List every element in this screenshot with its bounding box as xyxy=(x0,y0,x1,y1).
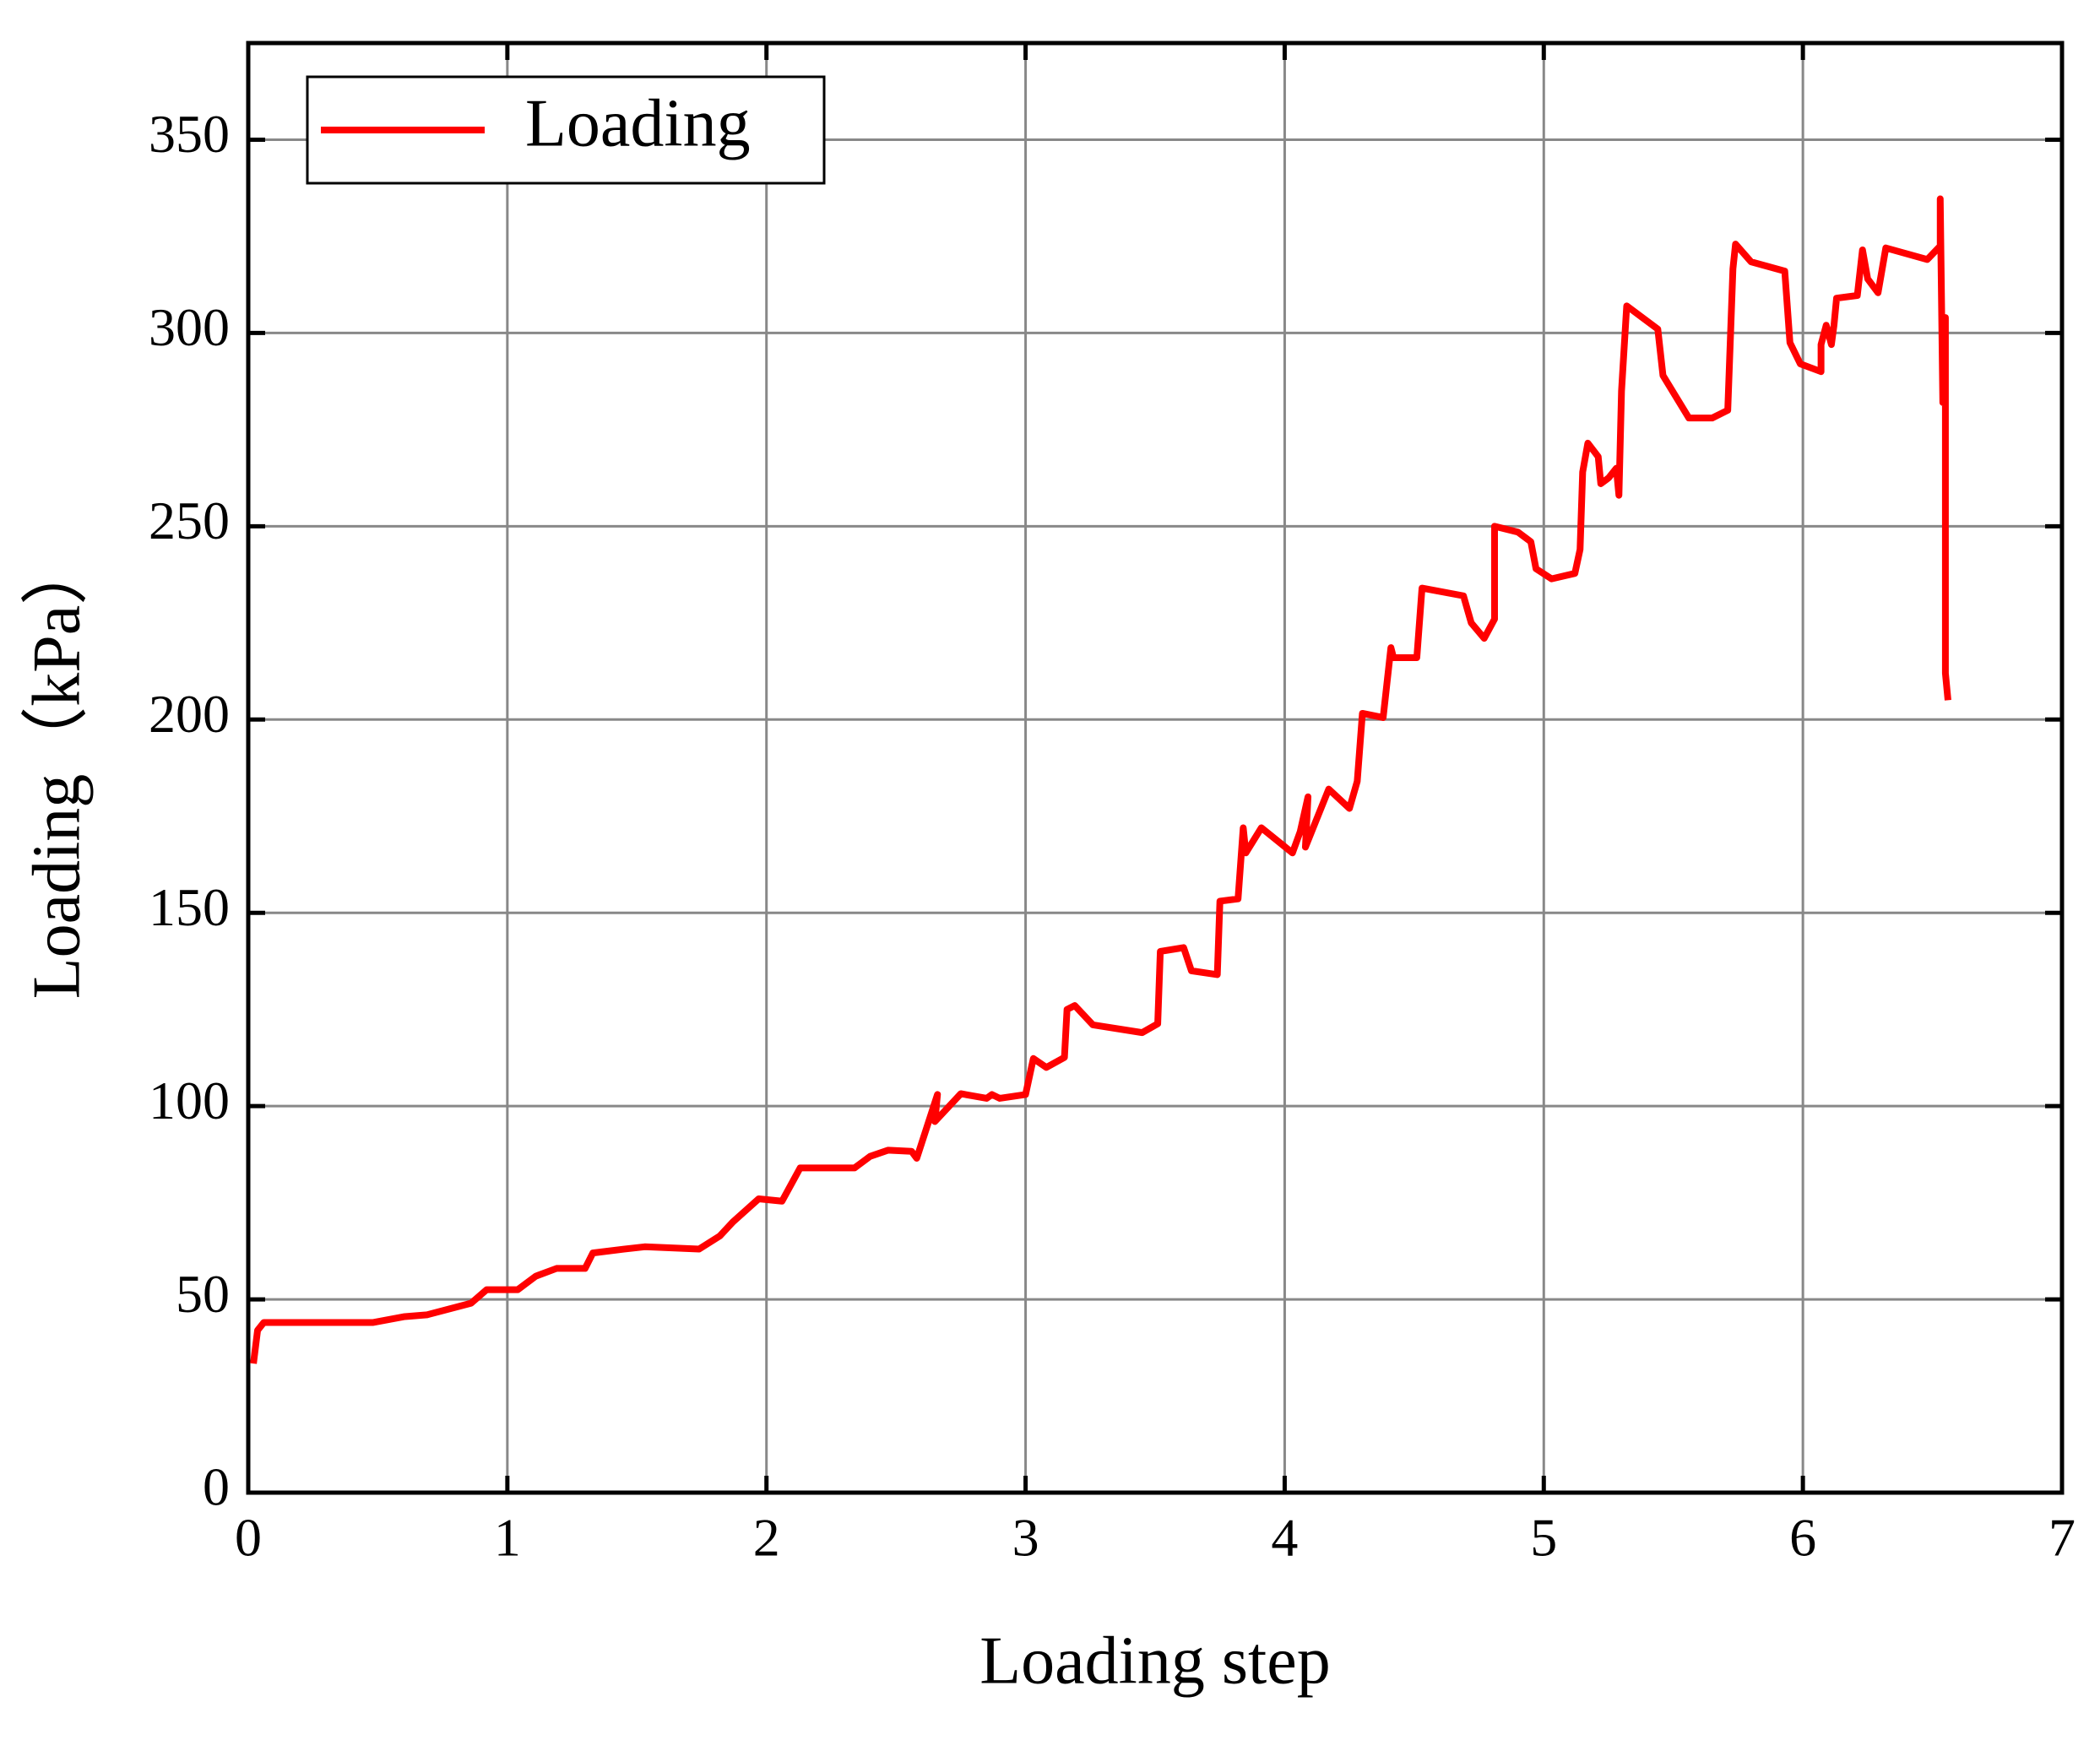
y-tick-label: 0 xyxy=(203,1457,230,1517)
x-tick-label: 4 xyxy=(1271,1508,1298,1568)
y-tick-label: 350 xyxy=(149,104,230,164)
x-tick-label: 2 xyxy=(753,1508,780,1568)
y-tick-label: 100 xyxy=(149,1071,230,1130)
plot-frame xyxy=(246,41,2065,1495)
y-tick-label: 50 xyxy=(176,1264,230,1324)
x-axis-title: Loading step xyxy=(979,1623,1330,1698)
y-tick-label: 200 xyxy=(149,684,230,744)
y-axis-title: Loading（kPa） xyxy=(19,538,94,1000)
x-tick-label: 3 xyxy=(1012,1508,1039,1568)
legend-label: Loading xyxy=(525,86,751,160)
x-tick-label: 1 xyxy=(494,1508,521,1568)
y-tick-label: 250 xyxy=(149,491,230,550)
data-line xyxy=(250,195,1951,1364)
x-tick-label: 0 xyxy=(235,1508,262,1568)
y-tick-label: 300 xyxy=(149,297,230,357)
y-tick-label: 150 xyxy=(149,877,230,937)
x-tick-label: 7 xyxy=(2048,1508,2076,1568)
x-tick-label: 5 xyxy=(1530,1508,1557,1568)
x-tick-label: 6 xyxy=(1789,1508,1816,1568)
